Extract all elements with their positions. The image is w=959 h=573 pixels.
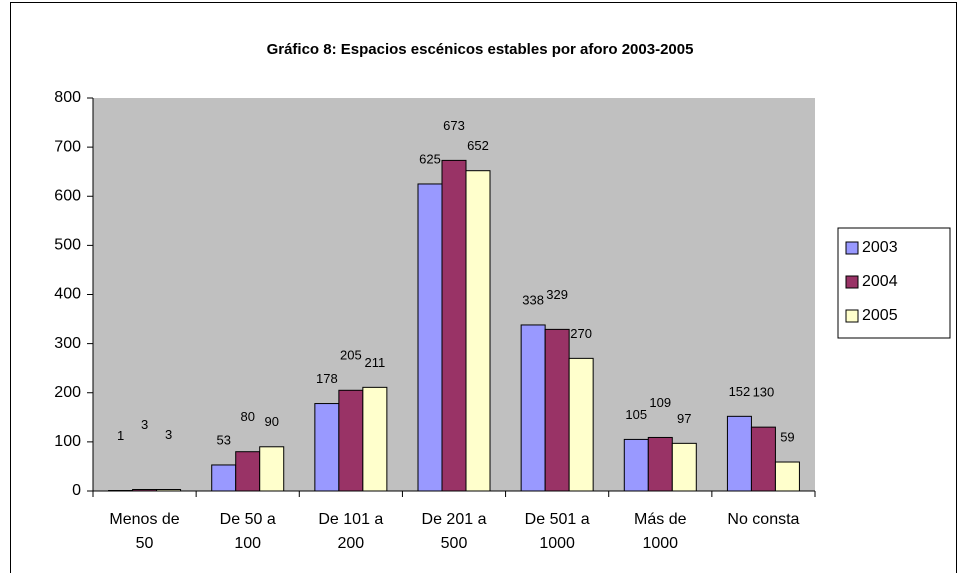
data-label: 152 <box>729 384 751 399</box>
bar <box>465 170 491 492</box>
bar <box>417 183 443 492</box>
bar <box>726 415 752 492</box>
y-tick-label: 800 <box>54 89 81 106</box>
bar <box>259 446 285 492</box>
legend-label: 2003 <box>862 239 898 256</box>
data-label: 338 <box>522 292 544 307</box>
y-tick-label: 700 <box>54 138 81 155</box>
bar <box>647 436 673 492</box>
data-label: 130 <box>753 385 775 400</box>
data-label: 90 <box>264 414 278 429</box>
x-tick-label: Menos de 50 <box>109 511 180 552</box>
data-label: 59 <box>780 429 794 444</box>
data-label: 652 <box>467 138 489 153</box>
data-label: 3 <box>141 417 148 432</box>
bar <box>623 438 649 492</box>
x-tick-label: No consta <box>727 511 800 528</box>
data-label: 3 <box>165 427 172 442</box>
bar <box>671 442 697 492</box>
legend-swatch <box>845 309 859 323</box>
bar <box>132 489 158 492</box>
y-tick-label: 100 <box>54 433 81 450</box>
bar <box>211 464 237 492</box>
y-tick-label: 300 <box>54 335 81 352</box>
data-label: 53 <box>216 432 230 447</box>
x-tick-label: Más de 1000 <box>634 511 687 552</box>
x-tick-label: De 50 a 100 <box>219 511 276 552</box>
data-label: 270 <box>570 326 592 341</box>
bar <box>362 386 388 492</box>
legend-label: 2004 <box>862 273 898 290</box>
bar <box>314 403 340 492</box>
y-tick-label: 200 <box>54 384 81 401</box>
x-tick-label: De 101 a 200 <box>318 511 384 552</box>
bar <box>338 389 364 492</box>
bar <box>520 324 546 492</box>
bar <box>441 159 467 492</box>
bar <box>750 426 776 492</box>
bar <box>774 461 800 492</box>
x-tick-label: De 501 a 1000 <box>524 511 590 552</box>
chart-title: Gráfico 8: Espacios escénicos estables p… <box>267 41 694 58</box>
legend-label: 2005 <box>862 307 898 324</box>
bar <box>568 357 594 492</box>
data-label: 97 <box>677 411 691 426</box>
bar <box>156 489 182 492</box>
data-label: 625 <box>419 151 441 166</box>
data-label: 205 <box>340 348 362 363</box>
data-label: 211 <box>364 355 385 370</box>
legend-swatch <box>845 275 859 289</box>
data-label: 673 <box>443 118 465 133</box>
data-label: 105 <box>625 407 647 422</box>
y-tick-label: 0 <box>72 482 81 499</box>
legend-swatch <box>845 241 859 255</box>
data-label: 178 <box>316 371 338 386</box>
bar <box>544 328 570 492</box>
data-label: 1 <box>117 428 124 443</box>
x-tick-label: De 201 a 500 <box>421 511 487 552</box>
y-tick-label: 600 <box>54 187 81 204</box>
data-label: 80 <box>240 409 254 424</box>
y-tick-label: 400 <box>54 286 81 303</box>
data-label: 109 <box>649 395 671 410</box>
data-label: 329 <box>546 287 568 302</box>
bar <box>235 451 261 492</box>
y-tick-label: 500 <box>54 237 81 254</box>
